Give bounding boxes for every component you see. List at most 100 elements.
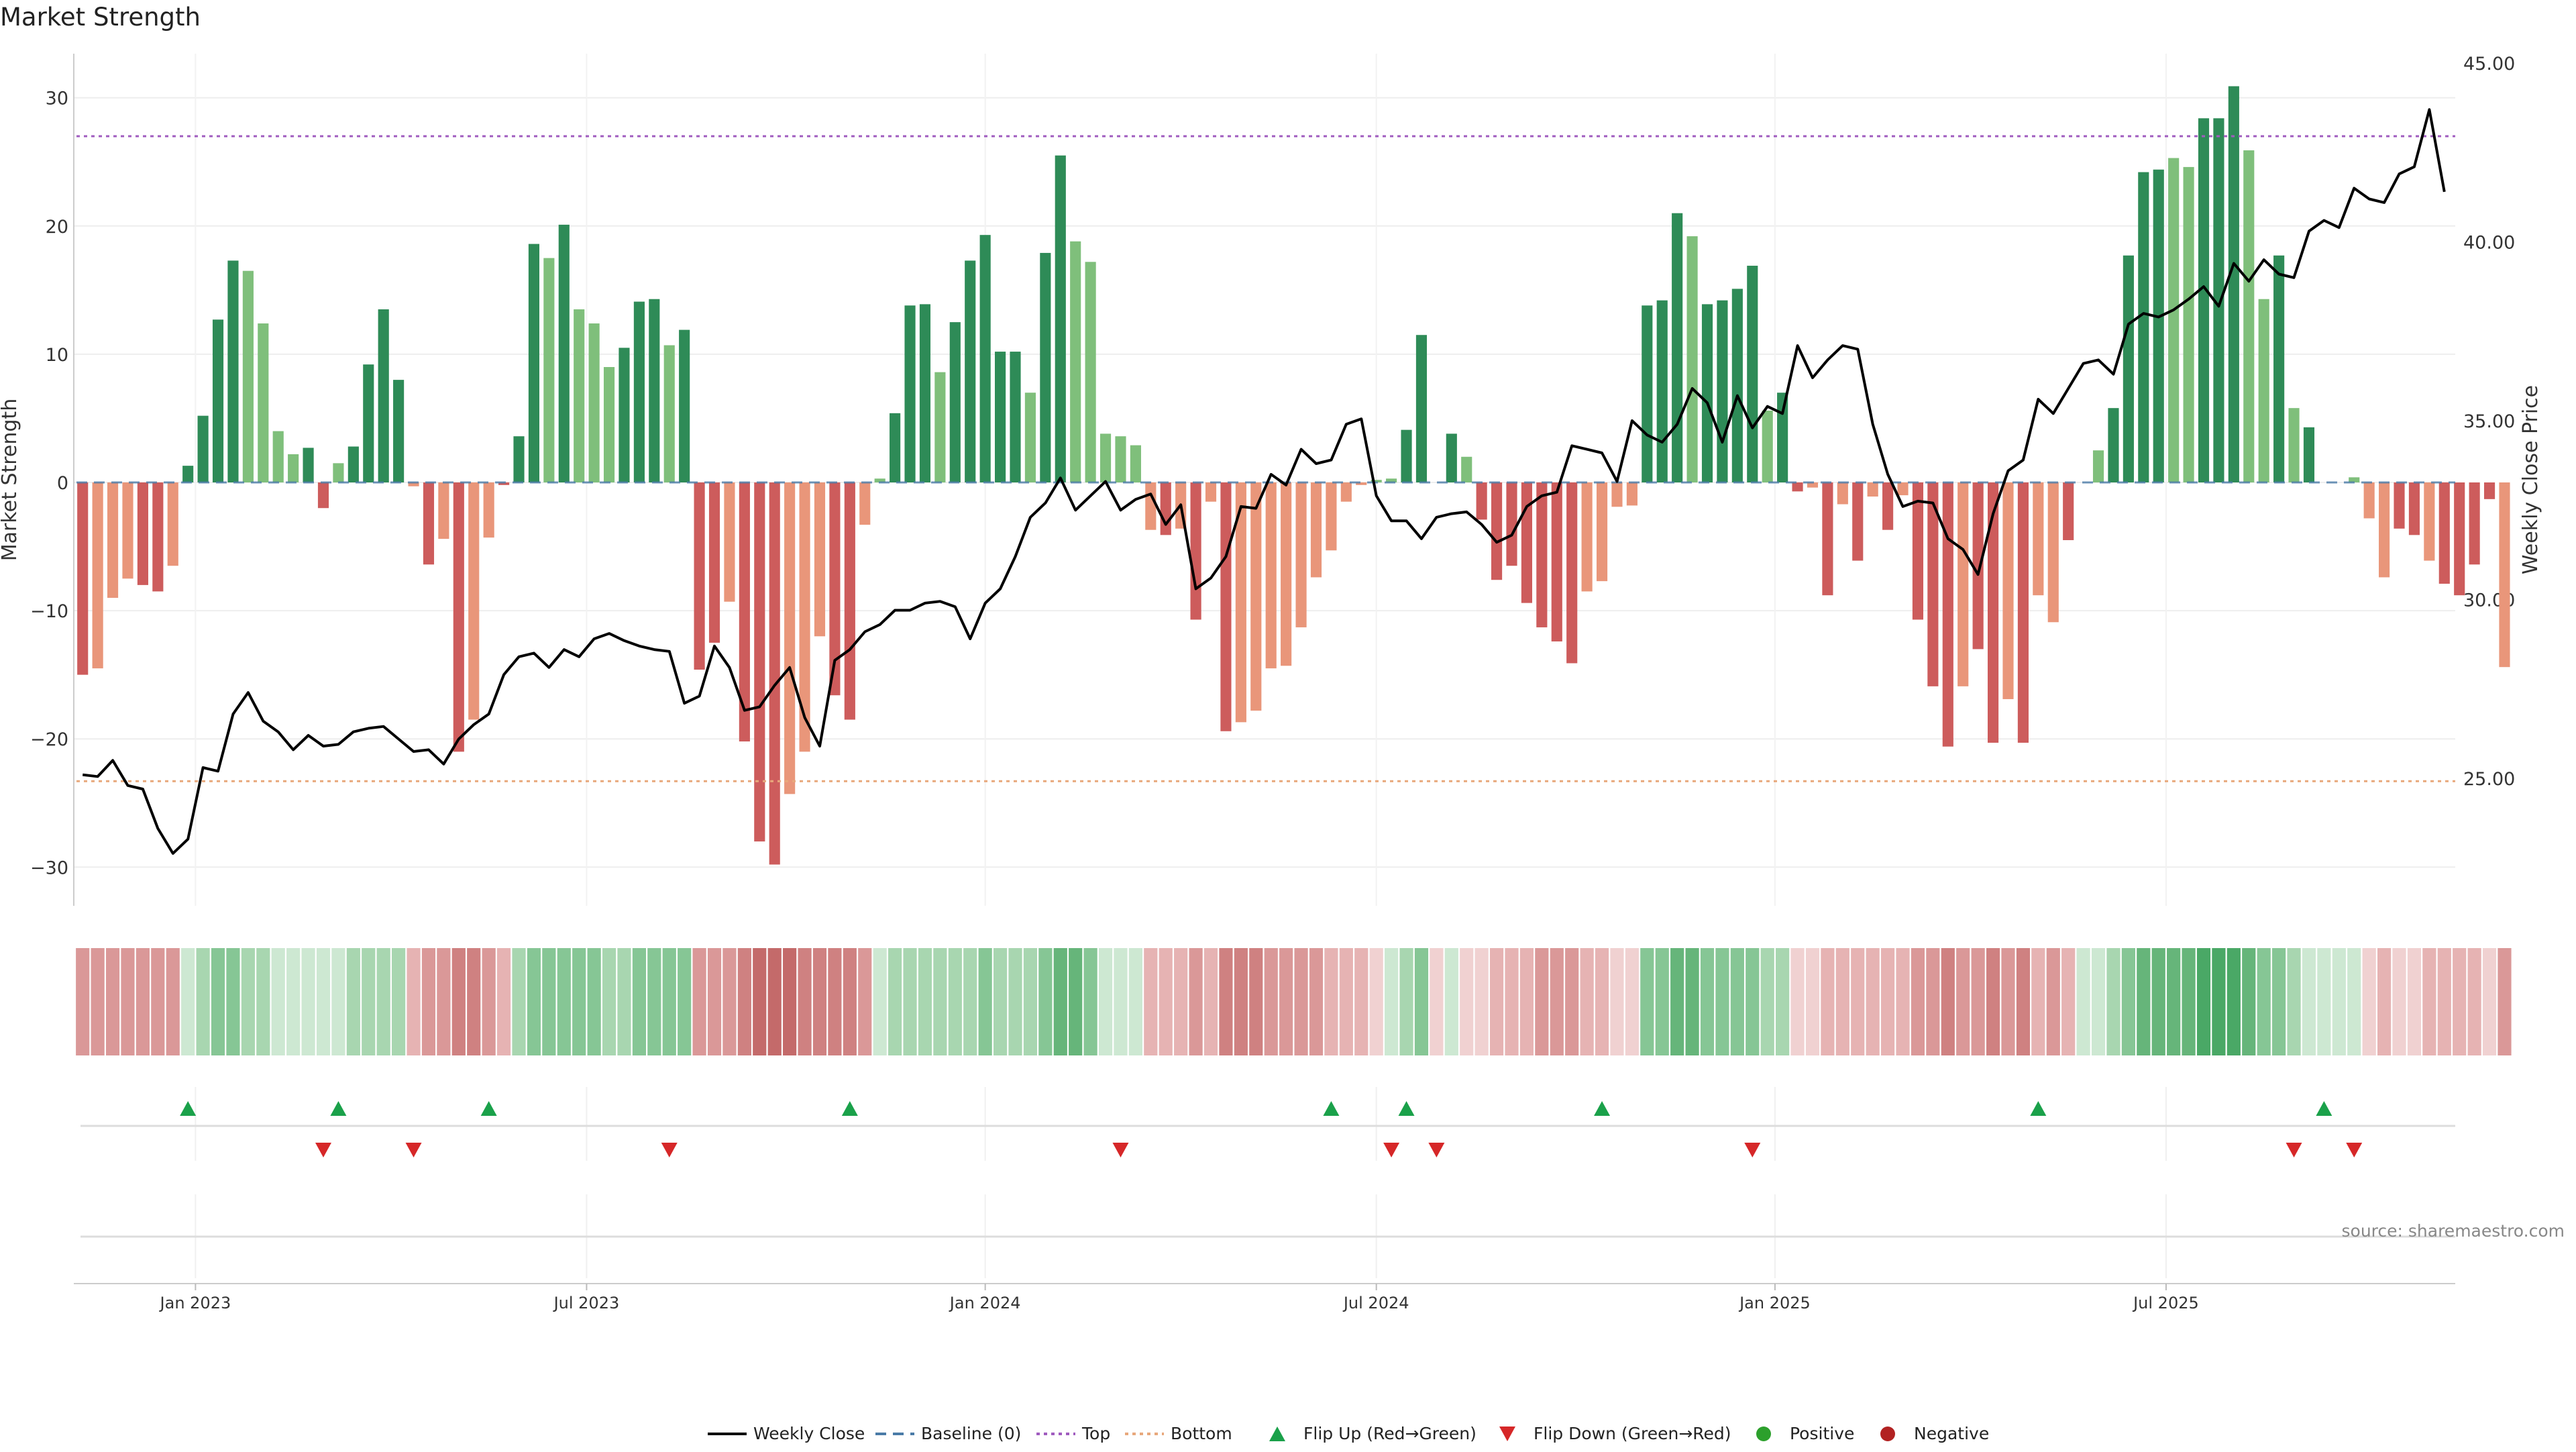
strength-bar-negative: [152, 482, 164, 592]
strength-bar-positive: [2213, 118, 2224, 482]
strip-cell: [362, 948, 376, 1055]
strip-cell: [451, 948, 466, 1055]
strip-cell: [1655, 948, 1669, 1055]
strip-cell: [1956, 948, 1970, 1055]
x-tick-label: Jan 2025: [1738, 1294, 1811, 1312]
x-tick-label: Jul 2023: [553, 1294, 620, 1312]
strength-bar-negative: [317, 482, 329, 509]
strength-bar-positive: [2123, 255, 2134, 482]
strength-bar-negative: [137, 482, 148, 585]
legend-label: Flip Down (Green→Red): [1534, 1424, 1731, 1443]
strength-bar-positive: [1386, 478, 1397, 482]
strength-bar-negative: [2017, 482, 2029, 743]
strip-cell: [2287, 948, 2301, 1055]
flip-up-marker: [180, 1101, 197, 1116]
flip-down-marker: [1428, 1143, 1445, 1157]
strength-bar-negative: [1340, 482, 1352, 502]
strip-cell: [753, 948, 767, 1055]
strength-bar-positive: [2092, 450, 2104, 482]
strip-cell: [888, 948, 902, 1055]
strip-cell: [241, 948, 255, 1055]
strength-bar-negative: [2363, 482, 2375, 519]
strip-cell: [346, 948, 360, 1055]
strength-bar-negative: [1912, 482, 1924, 620]
strip-cell: [783, 948, 797, 1055]
strip-cell: [798, 948, 812, 1055]
strip-cell: [1835, 948, 1849, 1055]
strength-bar-negative: [2469, 482, 2480, 565]
strength-bar-positive: [890, 413, 901, 482]
strip-cell: [933, 948, 947, 1055]
strength-bar-negative: [1566, 482, 1578, 664]
strip-cell: [2317, 948, 2331, 1055]
strength-bar-positive: [333, 463, 344, 482]
strength-bar-positive: [543, 258, 555, 482]
strength-bar-negative: [1611, 482, 1623, 507]
strength-bar-positive: [2273, 255, 2285, 482]
right-tick-label: 40.00: [2463, 233, 2515, 254]
strength-bar-negative: [1235, 482, 1246, 723]
strip-cell: [1640, 948, 1654, 1055]
strip-cell: [286, 948, 301, 1055]
strength-bar-positive: [603, 367, 615, 482]
flip-down-marker: [2286, 1143, 2302, 1157]
strength-bar-negative: [1807, 482, 1819, 488]
strip-cell: [767, 948, 782, 1055]
strip-cell: [91, 948, 105, 1055]
strength-bar-positive: [1461, 456, 1472, 482]
strip-cell: [1625, 948, 1639, 1055]
strength-bar-negative: [1145, 482, 1157, 530]
legend-item-bottom: Bottom: [1125, 1424, 1232, 1443]
strip-cell: [2407, 948, 2422, 1055]
strength-bar-positive: [1415, 335, 1428, 482]
strip-cell: [2046, 948, 2060, 1055]
strength-bar-negative: [1942, 482, 1953, 747]
strength-bar-positive: [919, 304, 931, 482]
legend-label: Bottom: [1171, 1424, 1232, 1443]
legend-swatch: [1880, 1427, 1895, 1441]
right-tick-label: 35.00: [2463, 411, 2515, 432]
strength-bar-negative: [1356, 482, 1367, 485]
legend: Weekly Close Baseline (0) Top Bottom Flip Up…: [708, 1424, 1989, 1443]
strength-strip: [76, 948, 2512, 1055]
strip-cell: [1128, 948, 1142, 1055]
strength-bar-positive: [2243, 150, 2255, 482]
strip-cell: [858, 948, 872, 1055]
strip-cell: [2076, 948, 2090, 1055]
strip-cell: [2437, 948, 2451, 1055]
strength-bar-positive: [588, 323, 600, 482]
strength-bar-positive: [242, 270, 254, 482]
strip-cell: [1730, 948, 1744, 1055]
strip-cell: [1776, 948, 1790, 1055]
strength-bar-positive: [182, 466, 194, 482]
strength-bar-negative: [708, 482, 720, 643]
strip-cell: [2091, 948, 2106, 1055]
strip-cell: [301, 948, 315, 1055]
strip-cell: [1926, 948, 1940, 1055]
strength-bar-positive: [1010, 352, 1021, 482]
strength-bar-negative: [1265, 482, 1277, 669]
strength-bar-negative: [1281, 482, 1292, 666]
strength-bar-negative: [468, 482, 480, 720]
strip-cell: [1746, 948, 1760, 1055]
strength-bar-positive: [1130, 445, 1141, 482]
strip-cell: [692, 948, 706, 1055]
flip-up-marker: [841, 1101, 858, 1116]
legend-label: Flip Up (Red→Green): [1303, 1424, 1477, 1443]
strip-cell: [963, 948, 977, 1055]
strength-bar-positive: [1055, 155, 1066, 482]
strength-bar-positive: [874, 478, 885, 482]
flip-down-marker: [405, 1143, 422, 1157]
strength-bar-positive: [1731, 289, 1743, 482]
strength-bar-positive: [378, 309, 389, 482]
source-note: source: sharemaestro.com: [2341, 1221, 2565, 1241]
strip-cell: [1023, 948, 1038, 1055]
strength-bar-negative: [2454, 482, 2465, 596]
strip-cell: [2151, 948, 2165, 1055]
strip-cell: [316, 948, 331, 1055]
strength-bar-negative: [2408, 482, 2420, 535]
flip-down-marker: [1112, 1143, 1129, 1157]
grid-lines: [74, 54, 2455, 1278]
flip-up-marker: [480, 1101, 497, 1116]
